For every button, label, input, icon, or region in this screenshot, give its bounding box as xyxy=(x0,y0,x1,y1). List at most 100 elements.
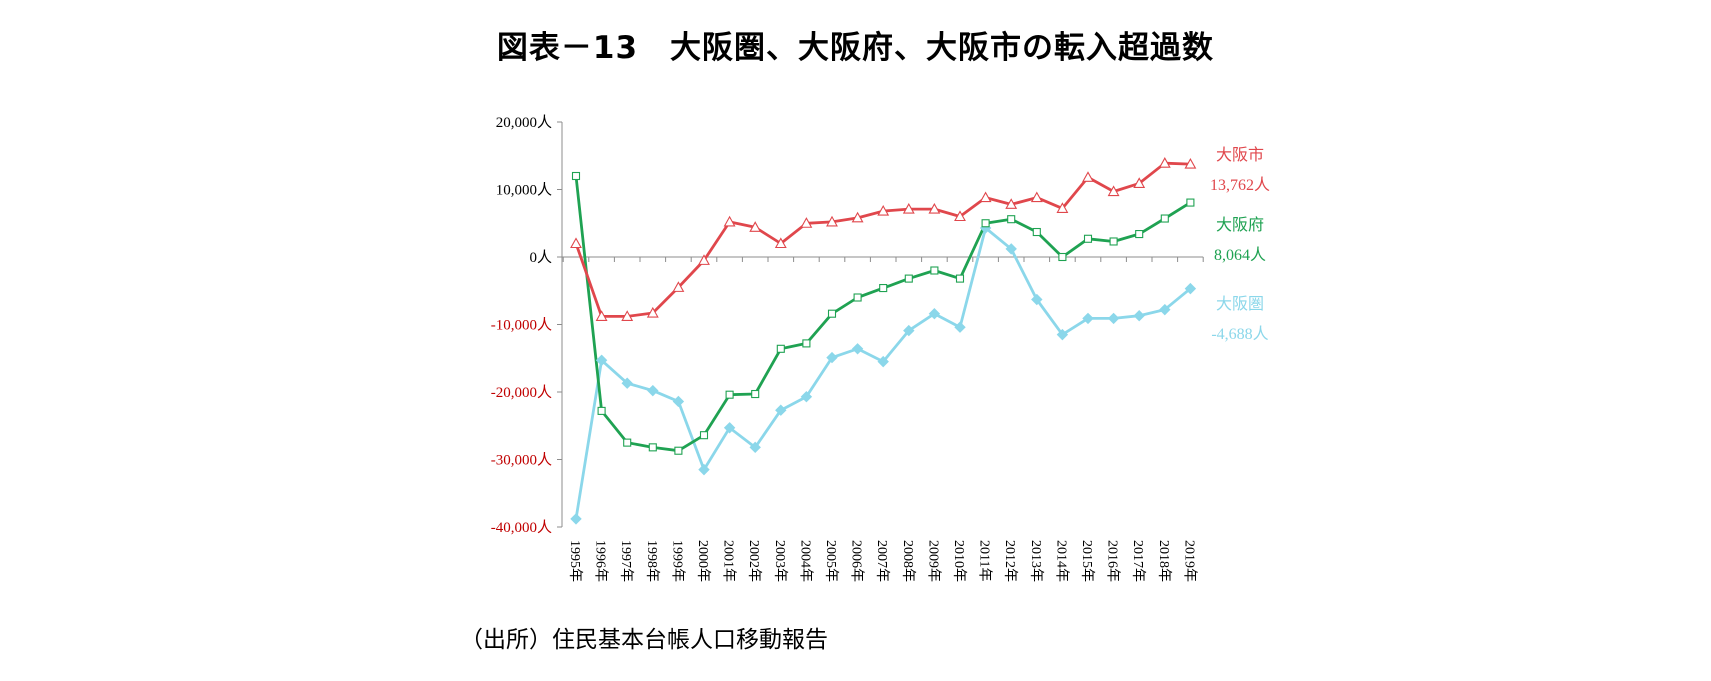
marker-square xyxy=(827,309,837,318)
marker-triangle xyxy=(595,310,608,321)
marker-diamond xyxy=(672,395,685,408)
series-line-2 xyxy=(574,226,1192,520)
marker-triangle xyxy=(1158,157,1171,168)
y-tick-label: -30,000人 xyxy=(491,452,552,469)
marker-diamond xyxy=(826,351,838,364)
marker-diamond xyxy=(903,324,915,337)
x-axis-ticks: 1995年 1996年 1997年 1998年 1999年 2000年 2001年 2002年… xyxy=(567,540,1197,582)
marker-diamond xyxy=(1159,303,1171,316)
marker-square xyxy=(1083,234,1093,243)
marker-triangle xyxy=(928,202,941,214)
x-tick-label: 2014年 xyxy=(1053,540,1069,582)
marker-square xyxy=(648,443,657,452)
marker-triangle xyxy=(698,254,710,265)
series-name-label: 大阪府 xyxy=(1216,215,1264,234)
marker-triangle xyxy=(774,237,787,249)
marker-square xyxy=(930,266,939,275)
marker-square xyxy=(597,406,606,415)
y-tick-label: 20,000人 xyxy=(496,114,552,131)
marker-diamond xyxy=(698,463,710,476)
x-tick-label: 2006年 xyxy=(849,540,865,582)
marker-diamond xyxy=(1184,282,1197,295)
marker-square xyxy=(776,344,785,353)
marker-triangle xyxy=(570,237,582,249)
marker-diamond xyxy=(800,391,813,403)
x-tick-label: 2007年 xyxy=(874,540,890,582)
y-tick-label: 0人 xyxy=(529,249,552,266)
x-tick-label: 2010年 xyxy=(951,540,967,582)
marker-triangle xyxy=(672,281,685,292)
marker-square xyxy=(853,293,862,302)
x-tick-label: 2018年 xyxy=(1156,540,1172,582)
marker-triangle xyxy=(646,306,659,318)
marker-diamond xyxy=(1082,312,1094,325)
x-tick-label: 2019年 xyxy=(1181,540,1197,582)
series-name-label: 大阪市 xyxy=(1216,145,1264,164)
marker-triangle xyxy=(979,191,992,203)
y-tick-label: 10,000人 xyxy=(496,182,552,199)
marker-diamond xyxy=(1056,328,1069,341)
marker-square xyxy=(725,390,734,399)
source-note: （出所）住民基本台帳人口移動報告 xyxy=(460,627,828,653)
marker-diamond xyxy=(621,377,633,389)
marker-diamond xyxy=(647,384,659,397)
marker-triangle xyxy=(1030,191,1043,203)
marker-diamond xyxy=(775,404,787,416)
x-tick-label: 2013年 xyxy=(1028,540,1044,582)
marker-diamond xyxy=(1031,293,1043,306)
x-tick-label: 2002年 xyxy=(746,540,762,582)
y-tick-label: -10,000人 xyxy=(491,317,552,334)
marker-diamond xyxy=(723,422,736,434)
marker-square xyxy=(879,283,888,293)
marker-square xyxy=(1135,230,1144,239)
marker-triangle xyxy=(1082,171,1094,182)
x-tick-label: 1996年 xyxy=(593,540,609,582)
marker-square xyxy=(904,274,913,283)
marker-triangle xyxy=(826,215,838,227)
x-tick-label: 1999年 xyxy=(669,540,685,582)
series-value-label: 8,064人 xyxy=(1214,246,1266,264)
marker-diamond xyxy=(851,343,864,355)
marker-square xyxy=(674,446,683,455)
marker-diamond xyxy=(570,513,582,525)
marker-triangle xyxy=(723,215,736,227)
x-tick-label: 2004年 xyxy=(797,540,813,582)
marker-square xyxy=(981,219,990,228)
series-name-label: 大阪圏 xyxy=(1216,294,1264,313)
chart-title: 図表－13 大阪圏、大阪府、大阪市の転入超過数 xyxy=(496,30,1215,66)
x-tick-label: 2008年 xyxy=(900,540,916,582)
x-tick-label: 2017年 xyxy=(1130,540,1146,582)
y-tick-label: -20,000人 xyxy=(491,384,552,401)
marker-triangle xyxy=(1184,157,1197,169)
marker-diamond xyxy=(595,354,608,366)
y-tick-label: -40,000人 xyxy=(491,519,552,536)
marker-triangle xyxy=(1005,198,1018,209)
marker-diamond xyxy=(749,441,761,454)
marker-square xyxy=(1007,215,1016,224)
x-tick-label: 2015年 xyxy=(1079,540,1095,582)
marker-diamond xyxy=(1133,310,1145,322)
x-tick-label: 2016年 xyxy=(1105,540,1121,582)
marker-diamond xyxy=(928,307,941,320)
marker-triangle xyxy=(902,202,915,214)
marker-square xyxy=(699,431,709,440)
marker-triangle xyxy=(954,210,966,222)
marker-triangle xyxy=(1133,177,1146,188)
marker-triangle xyxy=(621,310,634,321)
marker-square xyxy=(955,274,965,283)
marker-square xyxy=(802,339,811,348)
chart-axes xyxy=(557,121,1204,528)
marker-square xyxy=(623,438,632,447)
x-tick-label: 2001年 xyxy=(721,540,737,582)
marker-diamond xyxy=(954,321,966,333)
marker-square xyxy=(1109,237,1118,246)
x-tick-label: 1997年 xyxy=(618,540,634,582)
marker-square xyxy=(1032,227,1041,237)
x-tick-label: 2009年 xyxy=(925,540,941,582)
series-line-1 xyxy=(574,175,1192,453)
series-lines xyxy=(574,161,1192,520)
series-markers xyxy=(570,157,1197,525)
marker-triangle xyxy=(1056,202,1069,213)
